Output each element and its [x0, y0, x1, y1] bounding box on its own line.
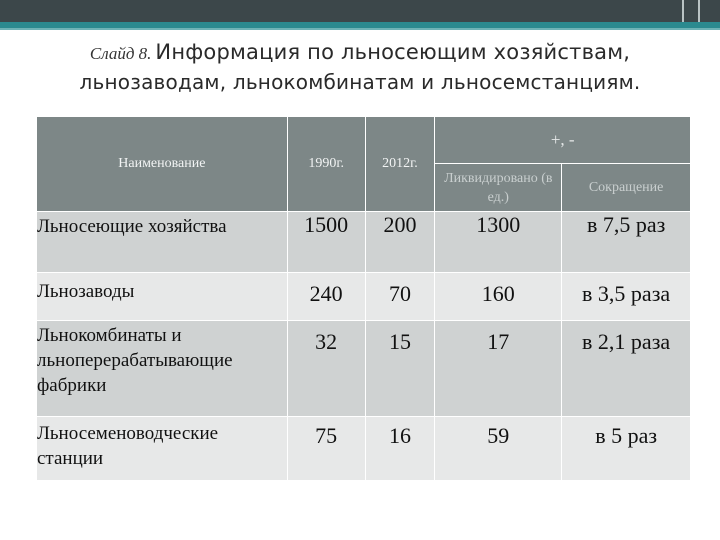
cell-liquidated: 59	[434, 416, 563, 481]
row-name: Льнокомбинаты и льноперерабатывающие фаб…	[36, 320, 288, 417]
cell-reduction: в 3,5 раза	[561, 272, 691, 321]
top-bar-divider	[698, 0, 700, 22]
table-row: Льносеющие хозяйства 1500 200 1300 в 7,5…	[36, 211, 691, 273]
top-decor-bar	[0, 0, 720, 22]
cell-liquidated: 160	[434, 272, 563, 321]
cell-reduction: в 5 раз	[561, 416, 691, 481]
slide-title-line2: льнозаводам, льнокомбинатам и льносемста…	[79, 70, 641, 94]
top-accent-line	[0, 28, 720, 30]
row-name: Льносеменоводческие станции	[36, 416, 288, 481]
header-liquidated: Ликвидировано (в ед.)	[434, 163, 563, 212]
row-name: Льносеющие хозяйства	[36, 211, 288, 273]
table-row: Льнокомбинаты и льноперерабатывающие фаб…	[36, 320, 691, 417]
cell-1990: 32	[286, 320, 366, 417]
cell-2012: 200	[364, 211, 436, 273]
table-row: Льнозаводы 240 70 160 в 3,5 раза	[36, 272, 691, 321]
cell-1990: 240	[286, 272, 366, 321]
cell-2012: 70	[364, 272, 436, 321]
cell-1990: 1500	[286, 211, 366, 273]
header-change: +, -	[434, 116, 691, 164]
header-name: Наименование	[36, 116, 288, 212]
top-accent-bar	[0, 22, 720, 28]
slide-heading: Слайд 8. Информация по льносеющим хозяйс…	[30, 40, 690, 94]
cell-reduction: в 7,5 раз	[561, 211, 691, 273]
row-name: Льнозаводы	[36, 272, 288, 321]
cell-1990: 75	[286, 416, 366, 481]
cell-reduction: в 2,1 раза	[561, 320, 691, 417]
cell-2012: 16	[364, 416, 436, 481]
header-reduction: Сокращение	[561, 163, 691, 212]
header-year-1990: 1990г.	[286, 116, 366, 212]
slide-label: Слайд 8.	[89, 44, 152, 63]
slide-title-line1: Информация по льносеющим хозяйствам,	[155, 40, 631, 64]
top-bar-divider	[682, 0, 684, 22]
table-row: Льносеменоводческие станции 75 16 59 в 5…	[36, 416, 691, 481]
cell-liquidated: 17	[434, 320, 563, 417]
data-table: Наименование 1990г. 2012г. +, - Ликвидир…	[36, 116, 691, 481]
cell-2012: 15	[364, 320, 436, 417]
header-year-2012: 2012г.	[364, 116, 436, 212]
cell-liquidated: 1300	[434, 211, 563, 273]
